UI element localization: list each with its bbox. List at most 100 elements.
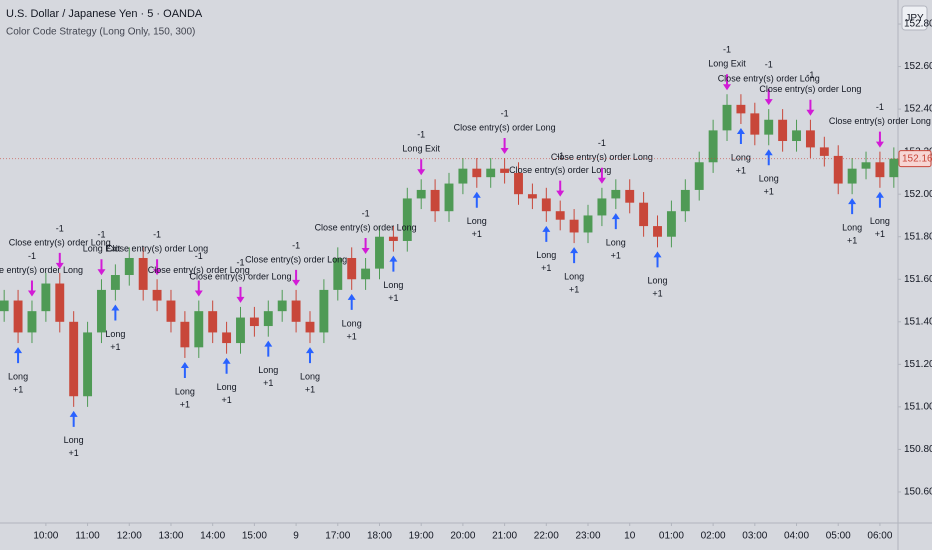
exit-label: Close entry(s) order Long [245,254,347,264]
entry-arrow [180,361,189,378]
candle-body [69,321,79,397]
entry-label: Long [842,223,862,233]
candle-body [875,162,885,178]
entry-qty: +1 [611,250,621,260]
exit-qty: -1 [97,230,105,240]
exit-label: Close entry(s) order Long [106,244,208,254]
x-tick-label: 18:00 [367,531,392,542]
candle-body [819,147,829,156]
candle-body [861,162,871,169]
candle-body [291,300,301,322]
exit-label: Close entry(s) order Long [148,265,250,275]
exit-arrow [361,237,370,254]
candle-body [361,268,371,280]
entry-label: Long [175,386,195,396]
x-tick-label: 20:00 [450,531,475,542]
currency-button-label[interactable]: JPY [905,13,924,24]
exit-qty: -1 [153,230,161,240]
candle-body [166,300,176,322]
candle-body [597,198,607,216]
candle-body [666,211,676,237]
exit-label: Close entry(s) order Long [454,122,556,132]
candle-body [847,168,857,184]
y-tick-label: 151.600 [904,274,932,285]
entry-qty: +1 [736,165,746,175]
x-tick-label: 13:00 [158,531,183,542]
entry-qty: +1 [13,384,23,394]
exit-label: Close entry(s) order Long [0,265,83,275]
candle-body [180,321,190,348]
x-tick-label: 22:00 [534,531,559,542]
currency-button[interactable] [901,5,928,31]
candle-body [333,257,343,290]
x-tick-label: 03:00 [742,531,767,542]
candle-body [778,119,788,142]
x-tick-label: 02:00 [701,531,726,542]
exit-arrow [55,252,64,269]
entry-label: Long [536,250,556,260]
y-tick-label: 152.000 [904,189,932,200]
exit-qty: -1 [56,223,64,233]
entry-label: Long [731,152,751,162]
exit-arrow [417,159,426,176]
entry-arrow [222,357,231,374]
exit-label: Close entry(s) order Long [315,222,417,232]
candle-body [569,219,579,233]
entry-qty: +1 [110,342,120,352]
exit-label: Close entry(s) order Long [718,73,820,83]
exit-qty: -1 [806,70,814,80]
entry-arrow [736,127,745,144]
entry-arrow [69,410,78,427]
exit-qty: -1 [195,251,203,261]
entry-label: Long [870,216,890,226]
exit-qty: -1 [501,108,509,118]
exit-qty: -1 [556,151,564,161]
entry-arrow [570,247,579,264]
symbol-title: U.S. Dollar / Japanese Yen · 5 · OANDA [6,8,203,20]
exit-arrow [194,280,203,297]
exit-qty: -1 [723,45,731,55]
entry-qty: +1 [263,378,273,388]
candle-body [500,168,510,173]
candle-body [152,289,162,301]
x-tick-label: 15:00 [242,531,267,542]
x-tick-label: 21:00 [492,531,517,542]
x-tick-label: 14:00 [200,531,225,542]
exit-arrow [723,74,732,91]
entry-arrow [14,347,23,364]
entry-arrow [347,293,356,310]
candle-body [555,211,565,220]
exit-qty: -1 [362,208,370,218]
exit-qty: -1 [417,130,425,140]
candle-body [833,155,843,184]
exit-arrow [806,99,815,116]
exit-arrow [597,167,606,184]
entry-qty: +1 [541,263,551,273]
candle-body [472,168,482,178]
candle-body [514,172,523,195]
x-tick-label: 06:00 [867,531,892,542]
entry-qty: +1 [347,331,357,341]
entry-arrow [264,340,273,357]
y-tick-label: 151.800 [904,231,932,242]
candle-body [208,311,218,333]
candle-body [639,202,649,227]
entry-arrow [848,198,857,215]
x-tick-label: 01:00 [659,531,684,542]
candle-body [444,183,454,212]
candle-body [375,236,384,269]
entry-label: Long [105,329,125,339]
candle-body [138,257,148,290]
y-tick-label: 150.600 [904,487,932,498]
candle-body [13,300,23,333]
candle-body [222,332,232,344]
exit-label: Close entry(s) order Long [759,84,861,94]
entry-qty: +1 [69,448,79,458]
x-tick-label: 05:00 [826,531,851,542]
exit-arrow [236,286,245,303]
exit-label: Long Exit [402,144,440,154]
entry-label: Long [300,371,320,381]
x-tick-label: 19:00 [409,531,434,542]
exit-arrow [764,89,773,106]
